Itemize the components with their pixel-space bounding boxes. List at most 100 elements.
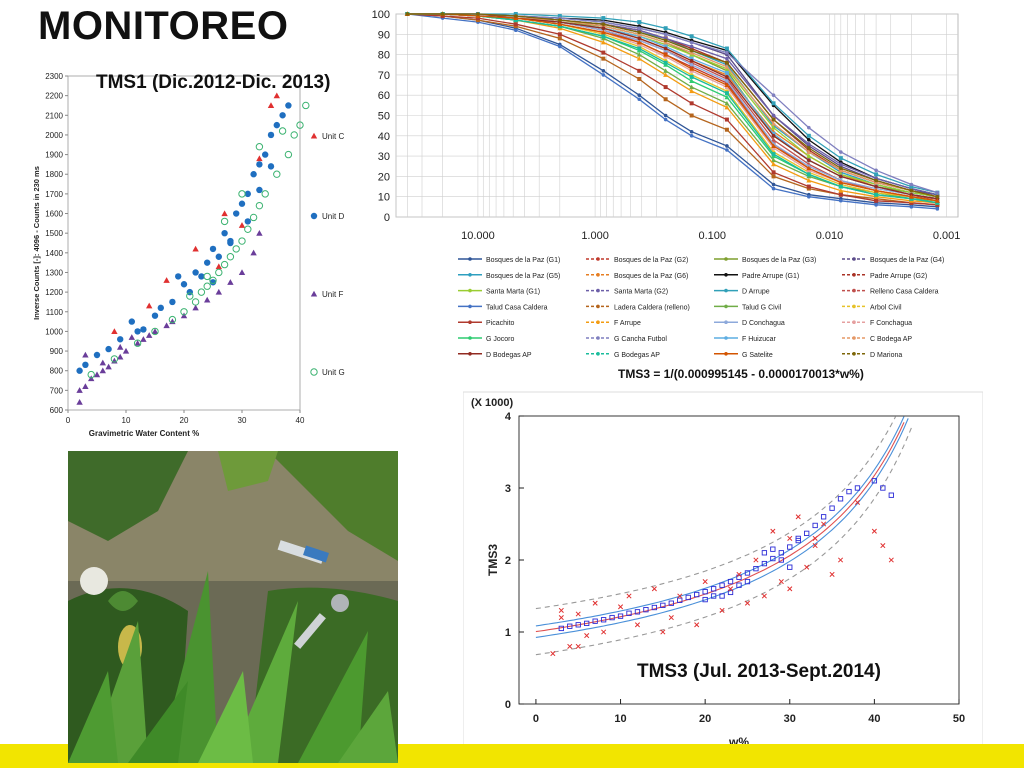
tms1-point [191, 298, 200, 306]
grain-legend-marker [852, 257, 856, 261]
grain-point [558, 18, 562, 22]
tms3-y-axis-label: TMS3 [486, 544, 500, 576]
grain-point [689, 84, 695, 90]
grain-series-line [407, 13, 938, 204]
grain-legend-marker [852, 336, 856, 340]
grain-legend-label: Bosques de la Paz (G5) [486, 273, 560, 280]
tms1-point [273, 121, 280, 129]
grain-point [689, 40, 694, 45]
grain-point [557, 24, 562, 29]
grain-y-tick-label: 40 [378, 131, 390, 143]
tms3-point [812, 522, 818, 529]
grain-legend-label: Santa Marta (G1) [486, 289, 540, 296]
grain-point [725, 56, 729, 61]
grain-point [839, 162, 843, 167]
tms3-point [761, 550, 768, 556]
grain-point [771, 161, 777, 167]
grain-point [771, 131, 776, 136]
tms3-point [584, 620, 590, 627]
tms3-point [778, 550, 784, 556]
grain-point [689, 68, 694, 73]
tms1-point [163, 322, 170, 329]
grain-legend-marker [596, 288, 600, 293]
grain-point [724, 85, 729, 90]
grain-point [689, 113, 694, 118]
tms1-point [180, 308, 188, 316]
grain-point [838, 192, 843, 197]
grain-point [771, 186, 776, 191]
tms3-y-tick-label: 1 [505, 627, 511, 639]
grain-point [806, 184, 811, 189]
grain-point [689, 74, 694, 79]
grain-legend-marker [468, 320, 472, 325]
tms1-point [262, 151, 269, 158]
grain-point [839, 150, 843, 154]
grain-point [637, 76, 642, 81]
grain-legend-marker [852, 288, 856, 293]
grain-legend-label: Bosques de la Paz (G6) [614, 273, 688, 280]
tms1-point [215, 288, 222, 295]
grain-legend-label: Ladera Caldera (relleno) [614, 304, 690, 311]
tms1-x-tick-label: 0 [66, 416, 71, 425]
tms1-x-axis-label: Gravimetric Water Content % [89, 429, 199, 438]
tms3-point [795, 535, 801, 542]
tms1-point [238, 200, 246, 207]
grain-legend-marker [468, 304, 472, 309]
tms1-point [244, 190, 251, 198]
grain-legend-marker [468, 352, 472, 356]
grain-point [806, 153, 812, 159]
tms3-point [660, 629, 666, 635]
tms3-point [668, 600, 674, 606]
grain-point [636, 52, 642, 57]
tms1-point [99, 367, 106, 374]
grain-point [663, 72, 669, 77]
tms1-point [87, 370, 95, 379]
grain-point [771, 170, 776, 175]
grain-point [806, 165, 812, 171]
tms3-point [812, 535, 818, 541]
grain-point [771, 152, 776, 157]
tms3-point [820, 514, 827, 520]
tms1-point [261, 190, 269, 198]
tms3-point [677, 593, 683, 599]
grain-point [637, 36, 642, 41]
grain-point [806, 172, 811, 177]
tms1-point [146, 332, 153, 338]
tms1-point [256, 161, 263, 168]
tms3-x-tick-label: 0 [533, 713, 539, 725]
grain-legend-marker [724, 257, 728, 261]
tms3-prediction-upper [535, 416, 896, 610]
tms1-point [128, 318, 135, 325]
grain-point [689, 44, 694, 49]
tms1-point [267, 102, 275, 109]
tms1-legend-marker [310, 132, 318, 139]
grain-y-tick-label: 0 [384, 212, 390, 224]
tms3-point [727, 586, 734, 592]
grain-point [806, 133, 811, 138]
grain-legend-label: Talud G Civil [742, 304, 782, 311]
tms3-point [880, 485, 886, 491]
grain-x-tick-label: 0.001 [933, 230, 961, 242]
grain-point [934, 198, 940, 203]
tms3-point [778, 557, 784, 563]
tms1-legend-label: Unit F [322, 290, 343, 299]
tms1-point [192, 269, 199, 276]
grain-point [909, 196, 914, 201]
tms3-point [761, 560, 768, 567]
tms1-legend-marker [310, 368, 318, 376]
tms3-point [575, 622, 581, 628]
grain-point [838, 184, 843, 189]
grain-point [557, 32, 562, 37]
grain-point [771, 134, 776, 138]
tms1-point [227, 237, 234, 245]
tms1-point [82, 383, 89, 389]
tms3-point [634, 622, 641, 628]
tms3-y-tick-label: 0 [505, 699, 511, 711]
tms1-point [267, 163, 275, 170]
grain-point [689, 48, 694, 53]
tms3-point [761, 593, 767, 599]
grain-legend-marker [468, 257, 472, 261]
grain-point [724, 100, 730, 106]
tms1-point [105, 363, 112, 370]
